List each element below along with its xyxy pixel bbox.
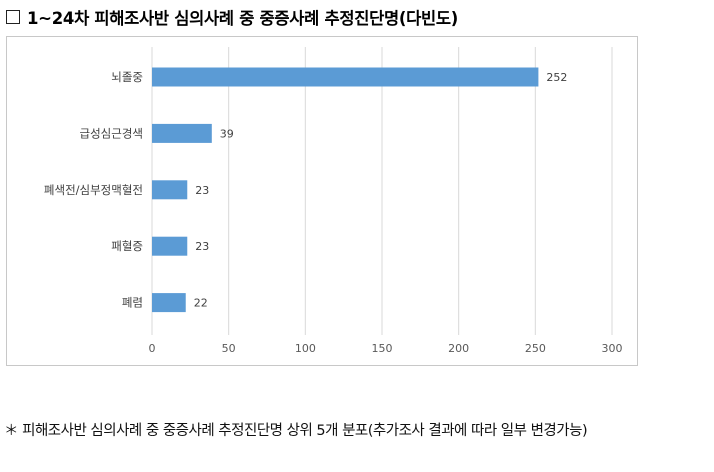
chart-title: 1~24차 피해조사반 심의사례 중 중증사례 추정진단명(다빈도) bbox=[6, 6, 458, 28]
category-label-3: 폐색전/심부정맥혈전 bbox=[44, 183, 143, 197]
data-label-4: 23 bbox=[195, 240, 209, 253]
chart-area: 0 50 100 150 200 250 300 뇌졸중 252 급성심근경색 39 폐색전/심부정맥… bbox=[6, 36, 638, 366]
bar-chart: 0 50 100 150 200 250 300 뇌졸중 252 급성심근경색 39 폐색전/심부정맥… bbox=[44, 47, 623, 355]
x-tick-label-200: 200 bbox=[448, 342, 469, 355]
x-tick-label-150: 150 bbox=[372, 342, 393, 355]
x-tick-label-50: 50 bbox=[222, 342, 236, 355]
bar-2 bbox=[152, 123, 212, 143]
bar-3 bbox=[152, 180, 188, 200]
category-label-2: 급성심근경색 bbox=[80, 126, 143, 140]
data-label-3: 23 bbox=[195, 184, 209, 197]
x-tick-label-300: 300 bbox=[602, 342, 623, 355]
data-label-2: 39 bbox=[220, 127, 234, 140]
data-label-5: 22 bbox=[194, 297, 208, 310]
x-tick-label-0: 0 bbox=[149, 342, 156, 355]
data-label-1: 252 bbox=[546, 71, 567, 84]
x-tick-label-100: 100 bbox=[295, 342, 316, 355]
category-label-1: 뇌졸중 bbox=[111, 70, 143, 84]
footnote: ＊ 피해조사반 심의사례 중 중증사례 추정진단명 상위 5개 분포(추가조사 … bbox=[4, 423, 588, 439]
bar-5 bbox=[152, 293, 186, 313]
checkbox-square-icon bbox=[6, 10, 20, 24]
x-tick-label-250: 250 bbox=[525, 342, 546, 355]
category-label-4: 패혈증 bbox=[111, 239, 143, 253]
bar-1 bbox=[152, 67, 539, 87]
category-label-5: 폐렴 bbox=[122, 296, 143, 310]
chart-title-text: 1~24차 피해조사반 심의사례 중 중증사례 추정진단명(다빈도) bbox=[27, 9, 459, 28]
bar-4 bbox=[152, 236, 188, 256]
